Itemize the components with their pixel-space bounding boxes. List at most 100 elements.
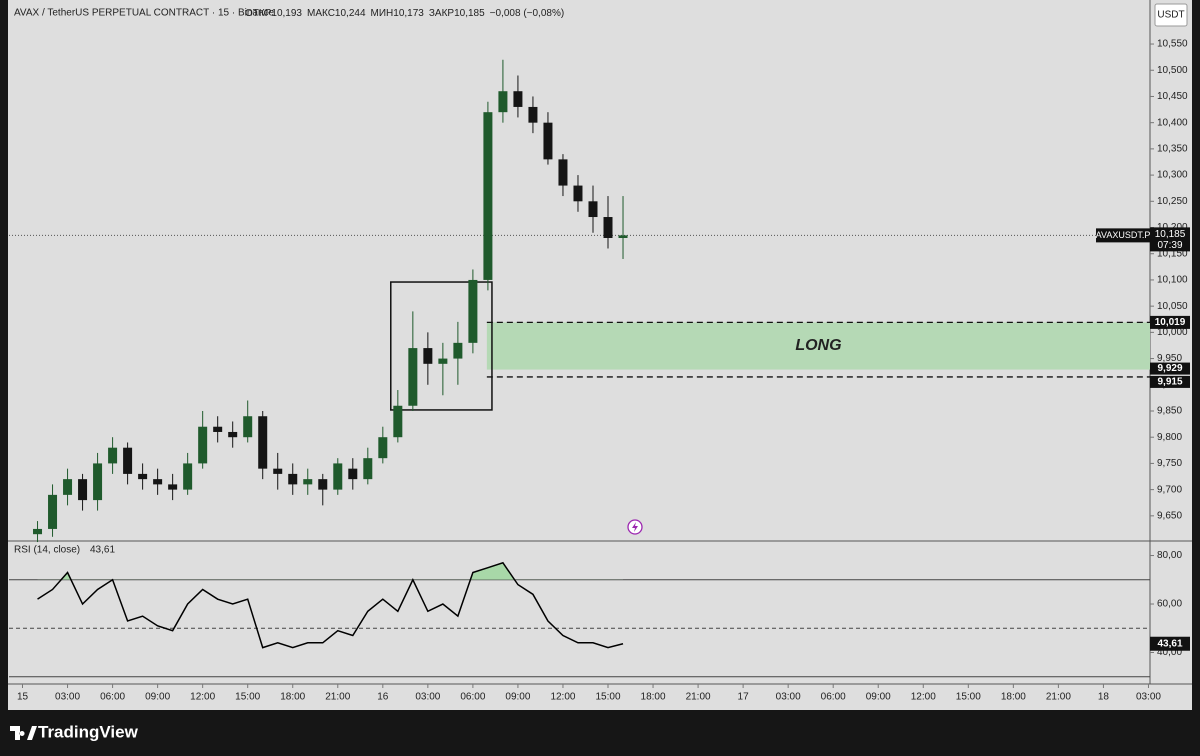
x-tick-label: 21:00 bbox=[1046, 692, 1071, 703]
candle-body bbox=[468, 279, 478, 343]
zone-lower-tag-bg bbox=[1150, 375, 1190, 388]
candle-body bbox=[108, 447, 118, 464]
x-tick-label: 12:00 bbox=[911, 692, 936, 703]
x-tick-label: 12:00 bbox=[190, 692, 215, 703]
candle-body bbox=[453, 342, 463, 359]
price-tag: 10,185 bbox=[1155, 229, 1186, 240]
x-tick-label: 06:00 bbox=[100, 692, 125, 703]
alert-icon[interactable] bbox=[627, 519, 643, 535]
candle-body bbox=[363, 458, 373, 480]
y-tick-label: 10,400 bbox=[1157, 117, 1188, 128]
candle-body bbox=[288, 473, 298, 485]
zone-lower-tag: 9,915 bbox=[1157, 377, 1182, 388]
rsi-value: 43,61 bbox=[90, 545, 115, 556]
candle-body bbox=[408, 348, 418, 406]
candle-body bbox=[378, 437, 388, 459]
candle-body bbox=[228, 431, 238, 438]
x-tick-label: 03:00 bbox=[415, 692, 440, 703]
x-tick-label: 21:00 bbox=[686, 692, 711, 703]
price-tag-bg bbox=[1150, 227, 1190, 252]
brand-logo[interactable] bbox=[10, 726, 37, 740]
candle-body bbox=[48, 494, 58, 529]
candle-body bbox=[588, 201, 598, 218]
candle-body bbox=[63, 479, 73, 495]
y-tick-label: 10,500 bbox=[1157, 65, 1188, 76]
x-tick-label: 09:00 bbox=[505, 692, 530, 703]
x-tick-label: 16 bbox=[377, 692, 389, 703]
x-tick-label: 21:00 bbox=[325, 692, 350, 703]
ohlc-item: 10,193 bbox=[271, 8, 302, 19]
candle-body bbox=[513, 91, 523, 107]
ohlc-item: 10,244 bbox=[335, 8, 366, 19]
candle-body bbox=[138, 473, 148, 480]
x-tick-label: 03:00 bbox=[776, 692, 801, 703]
candle-body bbox=[93, 463, 103, 501]
candle-body bbox=[78, 479, 88, 501]
zone-bottom-tag-bg bbox=[1150, 362, 1190, 375]
rsi-title: RSI (14, close) bbox=[14, 545, 80, 556]
y-tick-label: 9,800 bbox=[1157, 432, 1182, 443]
candle-body bbox=[423, 348, 433, 364]
x-tick-label: 17 bbox=[738, 692, 750, 703]
candle-body bbox=[153, 479, 163, 485]
ohlc-item: −0,008 (−0,08%) bbox=[490, 8, 565, 19]
x-tick-label: 18:00 bbox=[641, 692, 666, 703]
candle-body bbox=[318, 479, 328, 490]
x-tick-label: 06:00 bbox=[821, 692, 846, 703]
y-tick-label: 9,650 bbox=[1157, 510, 1182, 521]
x-tick-label: 15 bbox=[17, 692, 29, 703]
x-tick-label: 18:00 bbox=[280, 692, 305, 703]
candle-body bbox=[183, 463, 193, 490]
x-tick-label: 03:00 bbox=[55, 692, 80, 703]
y-tick-label: 10,550 bbox=[1157, 39, 1188, 50]
candle-body bbox=[558, 159, 568, 186]
x-tick-label: 12:00 bbox=[550, 692, 575, 703]
x-tick-label: 03:00 bbox=[1136, 692, 1161, 703]
y-tick-label: 10,300 bbox=[1157, 170, 1188, 181]
x-tick-label: 18:00 bbox=[1001, 692, 1026, 703]
candle-body bbox=[543, 122, 553, 160]
candle-body bbox=[348, 468, 358, 480]
y-tick-label: 40,00 bbox=[1157, 647, 1182, 658]
y-tick-label: 10,150 bbox=[1157, 248, 1188, 259]
candle-body bbox=[618, 235, 628, 238]
candle-body bbox=[198, 426, 208, 464]
candle-body bbox=[483, 112, 493, 280]
candle-body bbox=[573, 185, 583, 202]
candle-body bbox=[213, 426, 223, 432]
ohlc-item: ЗАКР bbox=[429, 8, 455, 19]
ohlc-item: 10,185 bbox=[454, 8, 485, 19]
x-tick-label: 15:00 bbox=[595, 692, 620, 703]
x-tick-label: 06:00 bbox=[460, 692, 485, 703]
y-tick-label: 10,350 bbox=[1157, 144, 1188, 155]
y-tick-label: 80,00 bbox=[1157, 550, 1182, 561]
candle-body bbox=[123, 447, 133, 474]
ohlc-legend: ОТКР10,193 МАКС10,244 МИН10,173 ЗАКР10,185−… bbox=[245, 8, 564, 19]
y-tick-label: 60,00 bbox=[1157, 599, 1182, 610]
y-tick-label: 10,000 bbox=[1157, 327, 1188, 338]
zone-bottom-tag: 9,929 bbox=[1157, 363, 1182, 374]
symbol-tag: AVAXUSDT.P bbox=[1096, 230, 1151, 240]
symbol-tag-bg bbox=[1096, 228, 1150, 243]
candle-body bbox=[33, 528, 43, 535]
rsi-tag: 43,61 bbox=[1157, 638, 1182, 649]
unit-label: USDT bbox=[1157, 10, 1184, 21]
x-tick-label: 15:00 bbox=[956, 692, 981, 703]
ohlc-item: 10,173 bbox=[393, 8, 424, 19]
chart-title: AVAX / TetherUS PERPETUAL CONTRACT · 15 … bbox=[14, 8, 275, 19]
ohlc-item: МАКС bbox=[307, 8, 335, 19]
rsi-tag-bg bbox=[1150, 636, 1190, 651]
range-box bbox=[390, 281, 493, 411]
candle-body bbox=[438, 358, 448, 364]
zone-top-tag-bg bbox=[1150, 315, 1190, 329]
candle-body bbox=[498, 91, 508, 113]
candle-body bbox=[528, 106, 538, 123]
y-tick-label: 10,450 bbox=[1157, 91, 1188, 102]
ohlc-item: МИН bbox=[371, 8, 394, 19]
candle-body bbox=[273, 468, 283, 474]
countdown: 07:39 bbox=[1157, 240, 1182, 251]
candle-body bbox=[393, 405, 403, 438]
ohlc-item: ОТКР bbox=[245, 8, 272, 19]
long-zone bbox=[486, 322, 1150, 370]
